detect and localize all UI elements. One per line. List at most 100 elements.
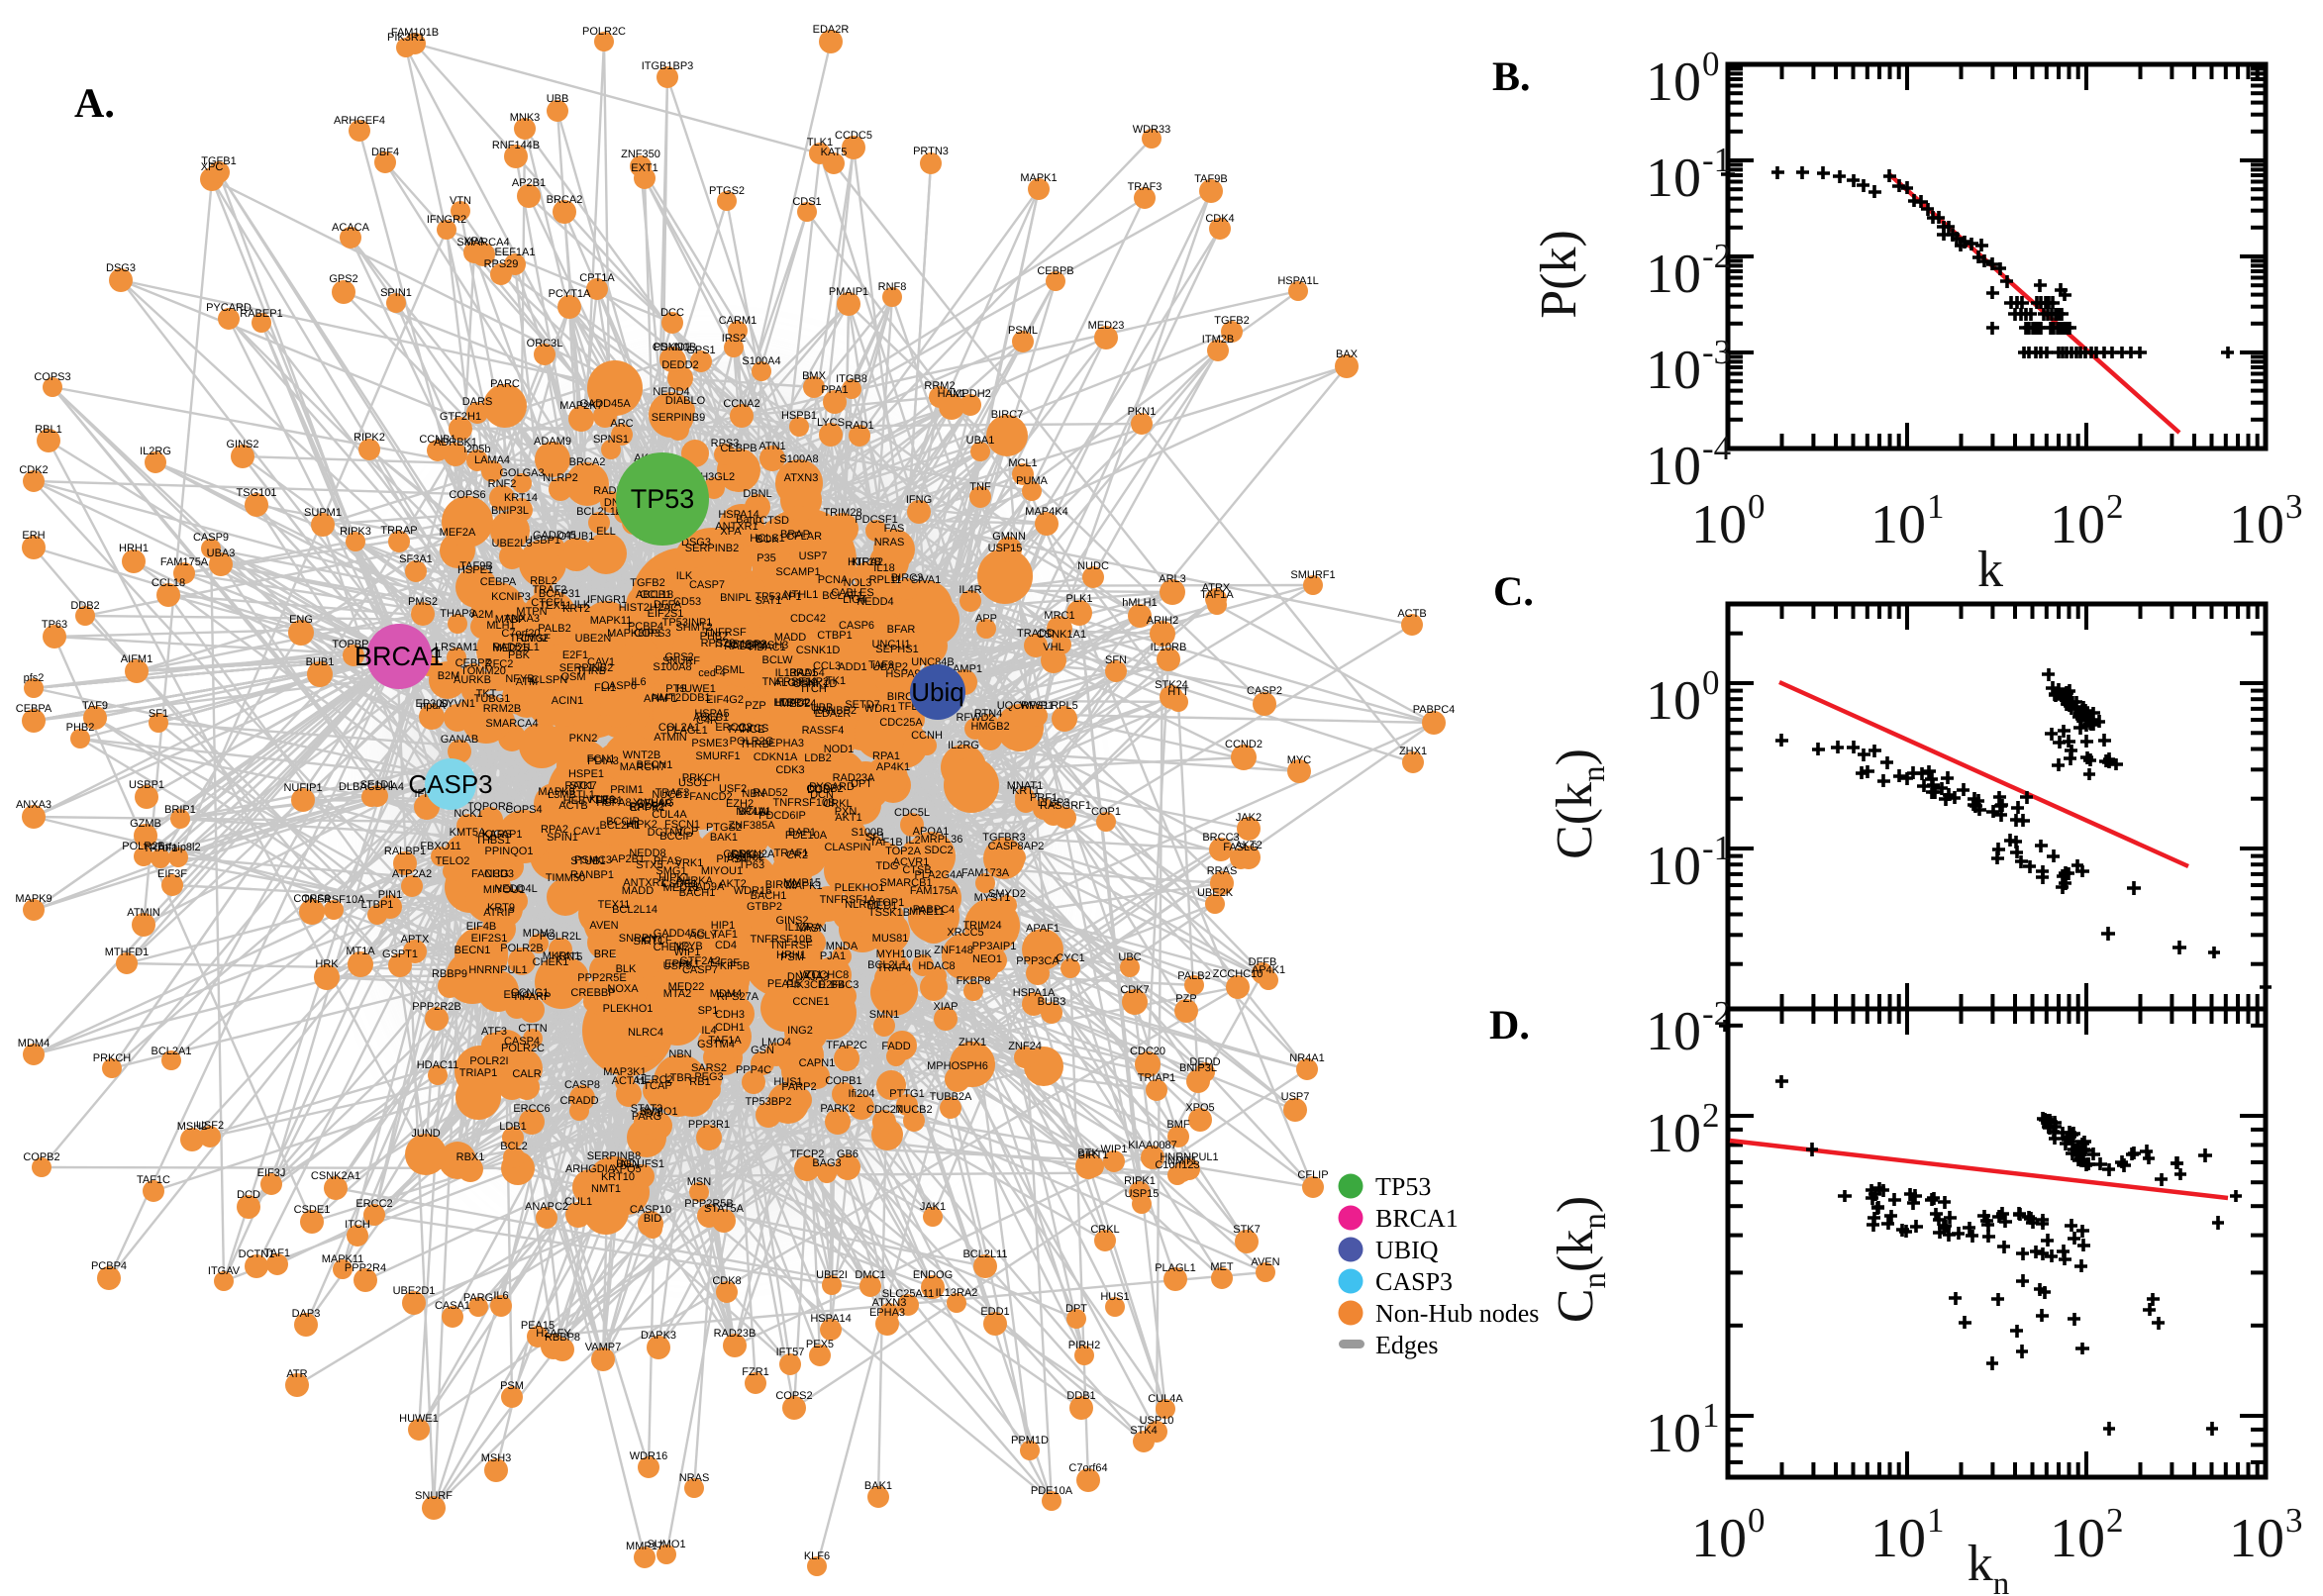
svg-text:ATR: ATR (286, 1368, 307, 1380)
svg-text:EPHA3: EPHA3 (869, 1307, 905, 1319)
svg-text:MARCH7: MARCH7 (620, 761, 665, 773)
svg-text:SMYD2: SMYD2 (988, 888, 1026, 900)
svg-text:HTRA2: HTRA2 (848, 556, 883, 568)
svg-text:NR4A1: NR4A1 (1289, 1052, 1324, 1064)
svg-text:SPNS1: SPNS1 (593, 434, 629, 446)
svg-text:FZR1: FZR1 (742, 1366, 769, 1378)
svg-text:AKT2: AKT2 (1235, 840, 1262, 851)
svg-text:CD4: CD4 (715, 940, 737, 951)
svg-text:NEDD4L: NEDD4L (494, 883, 537, 895)
svg-text:RPS29: RPS29 (484, 258, 519, 270)
svg-text:ZNF385A: ZNF385A (728, 820, 775, 832)
svg-text:UBE2L3: UBE2L3 (492, 538, 533, 549)
svg-text:CHEK2: CHEK2 (654, 942, 690, 953)
svg-text:VCP: VCP (676, 826, 699, 838)
svg-text:GZMB: GZMB (130, 818, 161, 830)
svg-text:ACTB: ACTB (558, 800, 587, 812)
svg-text:SF1: SF1 (149, 708, 168, 720)
svg-text:CCND2: CCND2 (1225, 739, 1262, 750)
svg-text:MPHOSPH6: MPHOSPH6 (927, 1060, 988, 1072)
svg-text:SHMT2: SHMT2 (675, 622, 712, 634)
svg-text:P35: P35 (757, 552, 776, 564)
svg-text:XPA: XPA (463, 236, 485, 248)
svg-text:BCL2: BCL2 (500, 1141, 528, 1152)
svg-text:TSG101: TSG101 (237, 487, 277, 499)
svg-text:HSPE1: HSPE1 (568, 768, 604, 780)
svg-text:NRAS: NRAS (874, 537, 905, 549)
svg-text:CDS1: CDS1 (792, 196, 821, 208)
svg-text:MAP4K4: MAP4K4 (1025, 506, 1067, 518)
svg-text:ERH: ERH (22, 530, 45, 542)
svg-text:PLEKHO1: PLEKHO1 (835, 882, 885, 894)
svg-text:ZHX1: ZHX1 (959, 1037, 986, 1048)
svg-text:GTBP2: GTBP2 (747, 901, 782, 913)
svg-text:NBN: NBN (668, 1048, 691, 1060)
svg-text:GADD45: GADD45 (533, 530, 576, 542)
svg-text:IL2RG: IL2RG (948, 740, 979, 751)
svg-text:MUS81: MUS81 (872, 933, 909, 945)
svg-text:IRS2: IRS2 (722, 333, 746, 345)
svg-text:PRTN3: PRTN3 (913, 146, 949, 157)
svg-text:CRADD: CRADD (559, 1095, 598, 1107)
svg-text:CASP8: CASP8 (564, 1079, 600, 1091)
svg-text:LAMA4: LAMA4 (474, 454, 510, 466)
svg-text:HAX1: HAX1 (938, 388, 966, 400)
svg-text:IL13RA2: IL13RA2 (936, 1287, 978, 1299)
svg-text:BMF: BMF (1166, 1119, 1190, 1131)
svg-text:SNURF: SNURF (415, 1490, 453, 1502)
svg-text:AP4K1: AP4K1 (1252, 964, 1285, 976)
svg-text:UNC1I1: UNC1I1 (871, 639, 910, 650)
svg-text:BAK1: BAK1 (864, 1480, 892, 1492)
svg-text:STK4: STK4 (1130, 1425, 1158, 1437)
svg-text:PPP3R1: PPP3R1 (688, 1119, 730, 1131)
svg-text:IFNG: IFNG (906, 494, 932, 506)
svg-text:SUPM1: SUPM1 (304, 507, 342, 519)
svg-text:TKT: TKT (476, 688, 497, 700)
svg-text:POLR2I: POLR2I (469, 1055, 508, 1067)
svg-text:RAD23B: RAD23B (714, 1328, 757, 1340)
svg-text:KIF5B: KIF5B (720, 960, 751, 972)
svg-text:BRIP1: BRIP1 (164, 804, 196, 816)
svg-text:CDC25A: CDC25A (879, 717, 923, 729)
svg-text:ACIN1: ACIN1 (552, 695, 583, 707)
svg-text:ORC3L: ORC3L (527, 338, 563, 349)
svg-text:PPP2R5B: PPP2R5B (684, 1198, 734, 1210)
svg-text:GADD45A: GADD45A (579, 398, 631, 410)
svg-text:HRK: HRK (315, 958, 339, 970)
svg-text:BCL2L1: BCL2L1 (867, 959, 907, 971)
svg-text:MYC: MYC (1287, 754, 1312, 766)
svg-text:PCYT1A: PCYT1A (549, 288, 591, 300)
svg-text:EZH2: EZH2 (726, 798, 754, 810)
svg-text:IL4R: IL4R (959, 584, 981, 596)
svg-text:PCNA: PCNA (818, 574, 849, 586)
svg-text:FKBP8: FKBP8 (957, 975, 991, 987)
svg-text:BUB3: BUB3 (1038, 996, 1066, 1008)
svg-text:JUND: JUND (411, 1128, 440, 1140)
svg-text:DCD: DCD (237, 1189, 260, 1201)
svg-text:STK24: STK24 (1155, 679, 1188, 691)
svg-text:IFT57: IFT57 (776, 1347, 805, 1358)
svg-text:BUB1: BUB1 (306, 656, 335, 668)
svg-text:MSH3: MSH3 (481, 1452, 512, 1464)
svg-text:BFAR: BFAR (887, 624, 916, 636)
svg-text:DEDD2: DEDD2 (661, 359, 698, 371)
svg-text:IFNGR1: IFNGR1 (587, 594, 627, 606)
svg-text:CHD3: CHD3 (484, 868, 514, 880)
svg-text:MTPN: MTPN (516, 606, 547, 618)
svg-text:BRAP: BRAP (780, 529, 810, 541)
svg-text:TGFB2: TGFB2 (1214, 315, 1249, 327)
svg-text:ITCH: ITCH (345, 1219, 370, 1231)
svg-text:CASP9: CASP9 (193, 532, 229, 544)
svg-text:SDC2: SDC2 (924, 845, 953, 856)
svg-text:PARG: PARG (463, 1292, 493, 1304)
svg-text:ELL: ELL (596, 526, 616, 538)
svg-text:KRT9: KRT9 (487, 902, 515, 914)
svg-text:USBP1: USBP1 (129, 779, 164, 791)
svg-text:RANBP2: RANBP2 (813, 705, 857, 717)
svg-text:DFFA: DFFA (654, 599, 682, 611)
svg-text:SCAMP1: SCAMP1 (775, 566, 820, 578)
svg-text:MED1: MED1 (867, 900, 898, 912)
svg-text:RABEP1: RABEP1 (240, 308, 282, 320)
svg-text:TRIAP1: TRIAP1 (459, 1067, 498, 1079)
svg-text:ENDOG: ENDOG (913, 1269, 953, 1281)
